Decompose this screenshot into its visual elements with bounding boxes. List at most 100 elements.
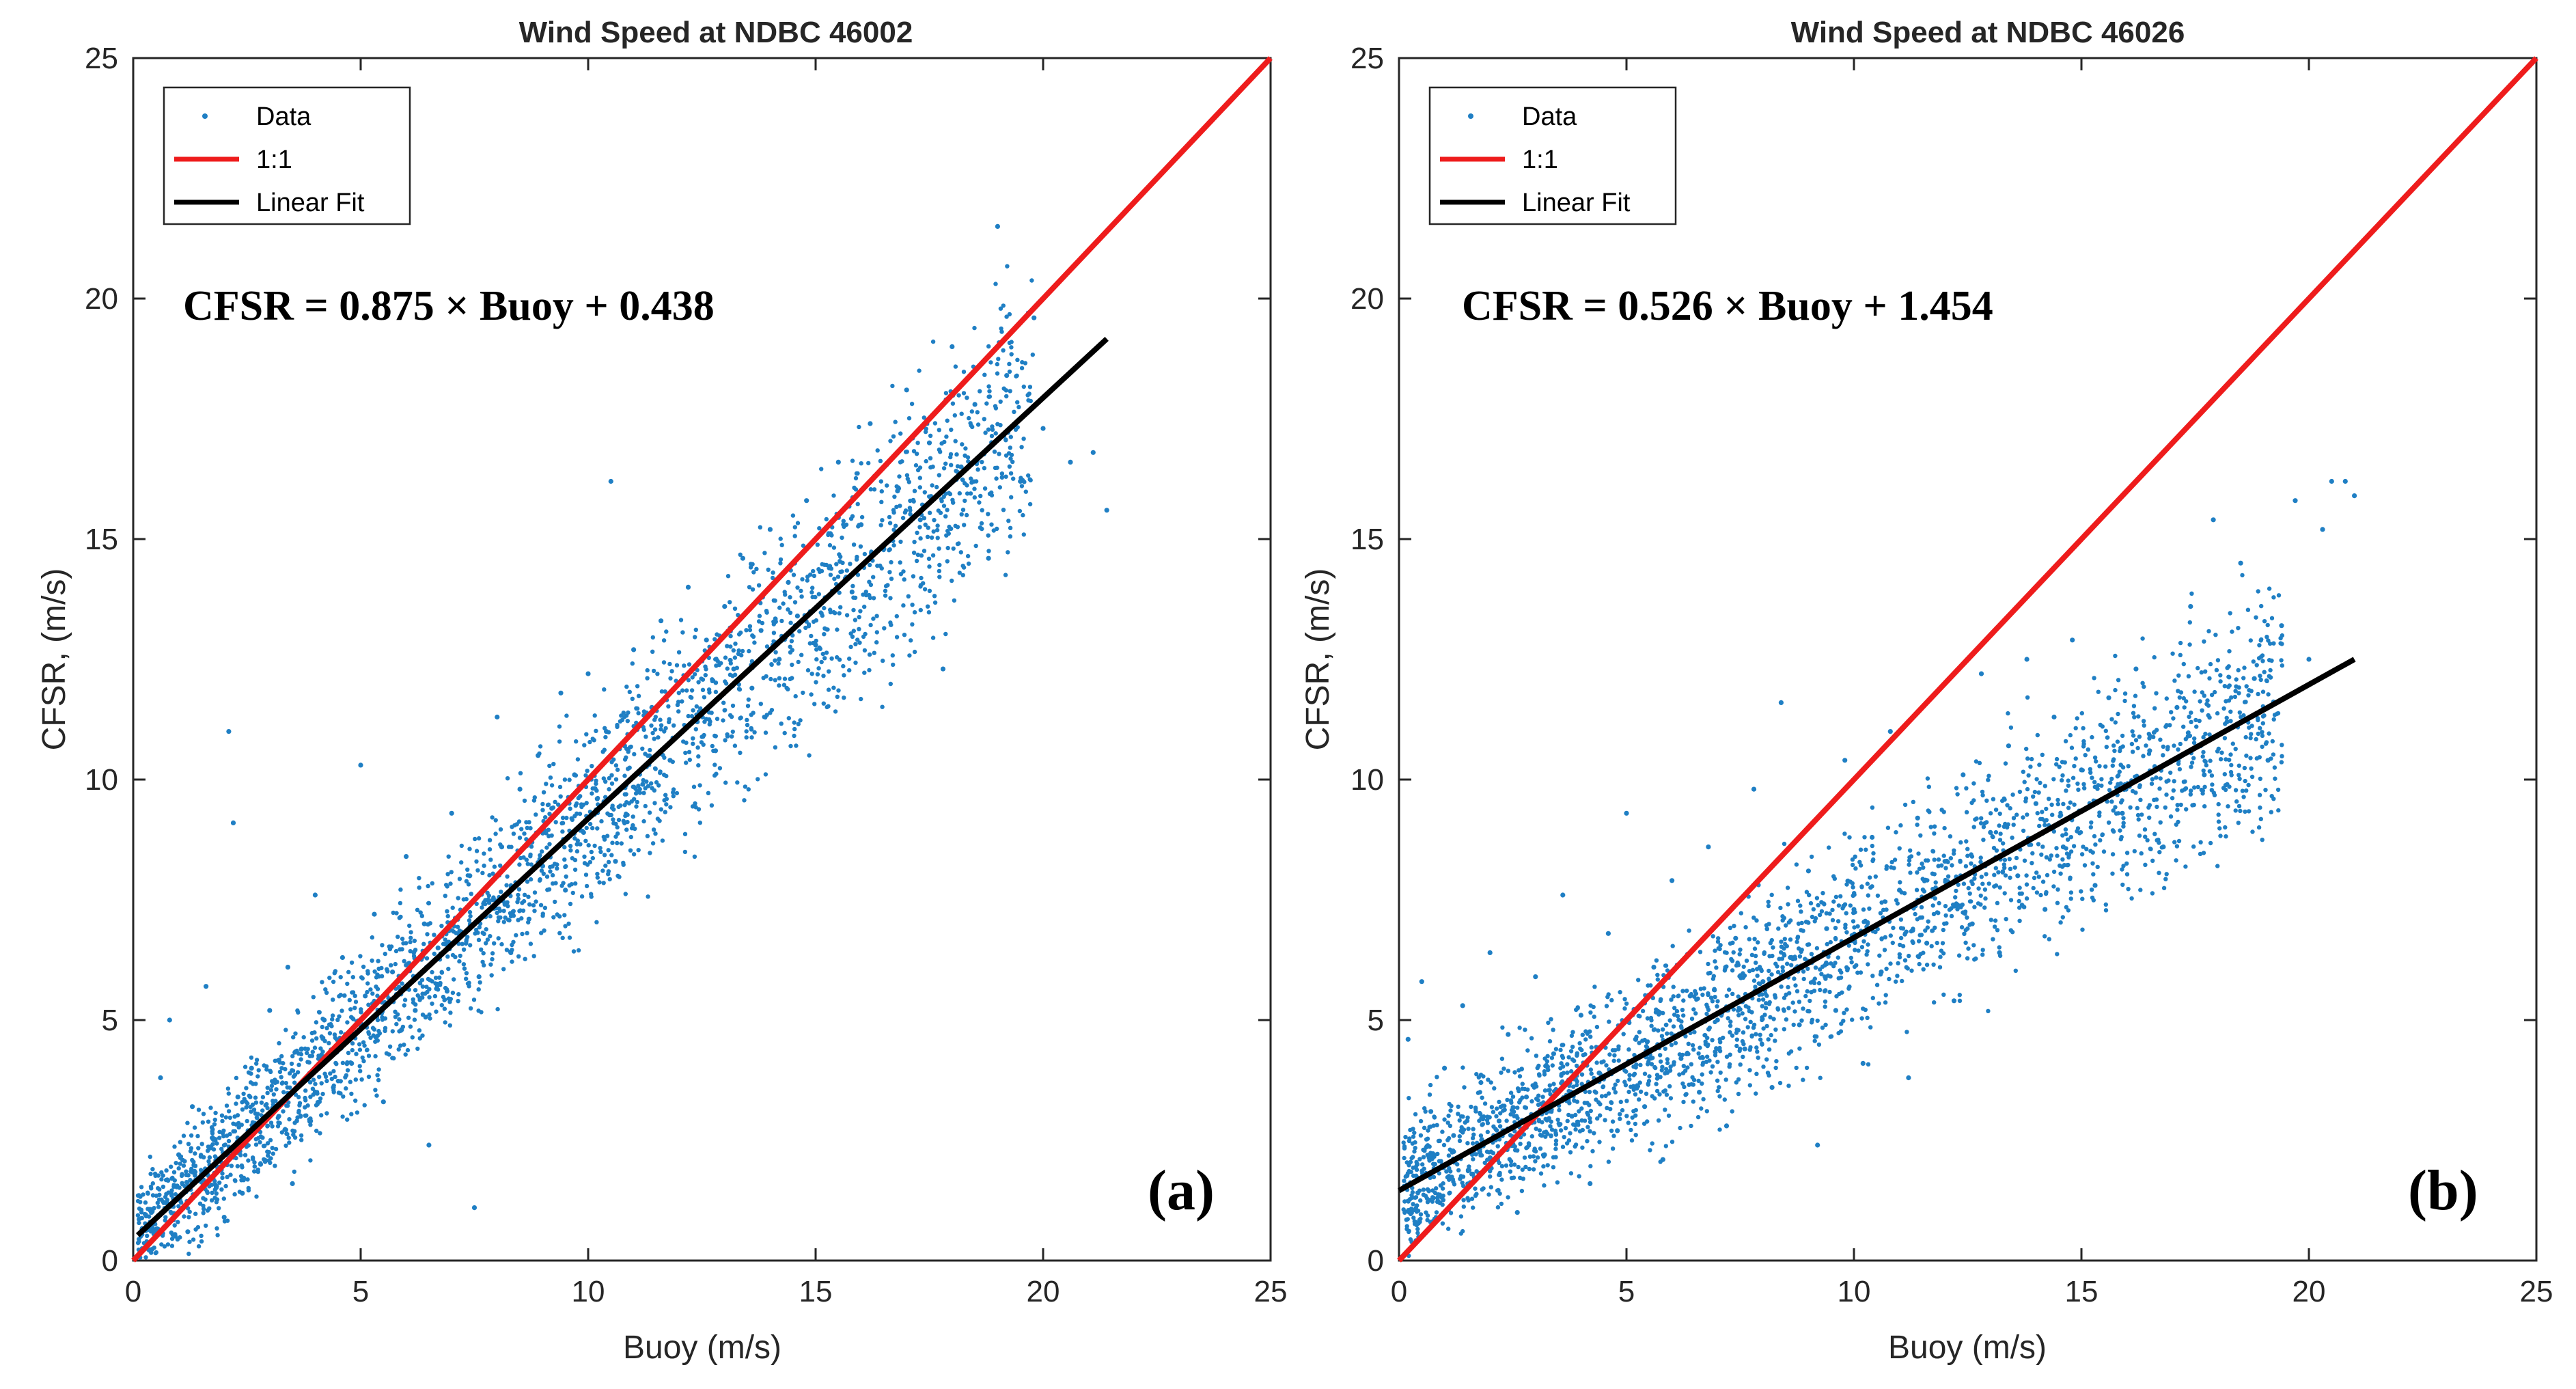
- data-point: [894, 484, 899, 489]
- data-point: [468, 943, 473, 948]
- data-point: [1860, 1060, 1866, 1066]
- data-point: [650, 649, 655, 654]
- data-point: [180, 1181, 184, 1185]
- data-point: [986, 344, 991, 349]
- data-point: [744, 628, 749, 633]
- data-point: [1989, 918, 1993, 922]
- data-point: [1780, 965, 1785, 969]
- data-point: [2233, 747, 2238, 752]
- data-point: [997, 452, 1001, 456]
- data-point: [943, 631, 948, 637]
- data-point: [953, 364, 958, 369]
- data-point: [599, 819, 604, 824]
- data-point: [610, 840, 615, 845]
- data-point: [769, 662, 774, 667]
- data-point: [861, 592, 865, 597]
- data-point: [254, 1194, 259, 1199]
- data-point: [2051, 869, 2057, 875]
- data-point: [1961, 772, 1966, 778]
- data-point: [1731, 950, 1736, 955]
- data-point: [546, 887, 552, 892]
- data-point: [1948, 856, 1953, 861]
- data-point: [571, 949, 577, 954]
- data-point: [1862, 835, 1867, 840]
- data-point: [391, 1056, 396, 1061]
- data-point: [2113, 720, 2118, 725]
- data-point: [812, 573, 817, 579]
- data-point: [678, 618, 684, 622]
- data-point: [962, 523, 967, 527]
- data-point: [2188, 792, 2193, 797]
- data-point: [2092, 755, 2098, 760]
- data-point: [691, 708, 695, 713]
- data-point: [2121, 824, 2126, 829]
- data-point: [1523, 1105, 1529, 1110]
- data-point: [838, 569, 843, 575]
- data-point: [1915, 822, 1920, 827]
- data-point: [1824, 911, 1829, 916]
- data-point: [2276, 593, 2282, 598]
- data-point: [445, 913, 450, 919]
- data-point: [1685, 988, 1689, 993]
- data-point: [1898, 935, 1904, 941]
- data-point: [283, 1127, 288, 1132]
- data-point: [226, 1138, 232, 1144]
- data-point: [881, 658, 885, 663]
- data-point: [1019, 476, 1023, 480]
- data-point: [473, 927, 479, 933]
- data-point: [2237, 776, 2242, 782]
- data-point: [986, 555, 991, 561]
- data-point: [504, 948, 510, 952]
- data-point: [889, 622, 894, 627]
- data-point: [2051, 714, 2057, 720]
- data-point: [523, 957, 527, 961]
- data-point: [1700, 1062, 1705, 1067]
- data-point: [2251, 659, 2256, 664]
- data-point: [333, 1060, 338, 1066]
- data-point: [2121, 821, 2126, 825]
- data-point: [1681, 1013, 1686, 1018]
- data-point: [805, 578, 810, 583]
- data-point: [366, 1030, 371, 1035]
- data-point: [1633, 1113, 1638, 1118]
- data-point: [528, 852, 533, 857]
- data-point: [914, 558, 919, 564]
- data-point: [798, 718, 803, 723]
- data-point: [600, 749, 605, 754]
- data-point: [1542, 1072, 1547, 1077]
- data-point: [848, 631, 853, 636]
- data-point: [531, 903, 536, 908]
- data-point: [1988, 811, 1993, 816]
- data-point: [583, 838, 588, 844]
- data-point: [2196, 665, 2200, 671]
- data-point: [1456, 1104, 1460, 1110]
- data-point: [898, 560, 902, 565]
- data-point: [538, 744, 543, 749]
- data-point: [1690, 1043, 1695, 1048]
- data-point: [2116, 811, 2121, 816]
- data-point: [1689, 1016, 1695, 1021]
- data-point: [2060, 773, 2065, 778]
- data-point: [239, 1163, 245, 1168]
- data-point: [1790, 1000, 1795, 1005]
- data-point: [615, 767, 620, 772]
- data-point: [417, 980, 422, 985]
- data-point: [1870, 995, 1875, 1001]
- data-point: [1462, 1085, 1467, 1090]
- data-point: [150, 1167, 155, 1172]
- data-point: [625, 719, 630, 724]
- data-point: [2079, 889, 2083, 894]
- data-point: [1710, 999, 1715, 1004]
- data-point: [455, 924, 460, 929]
- data-point: [975, 467, 980, 472]
- data-point: [2228, 611, 2232, 616]
- data-point: [626, 710, 631, 715]
- data-point: [941, 504, 947, 508]
- data-point: [1007, 340, 1012, 346]
- data-point: [287, 1117, 292, 1122]
- data-point: [683, 750, 688, 756]
- data-point: [265, 1085, 270, 1090]
- data-point: [544, 831, 549, 836]
- data-point: [1900, 944, 1906, 949]
- data-point: [163, 1218, 167, 1223]
